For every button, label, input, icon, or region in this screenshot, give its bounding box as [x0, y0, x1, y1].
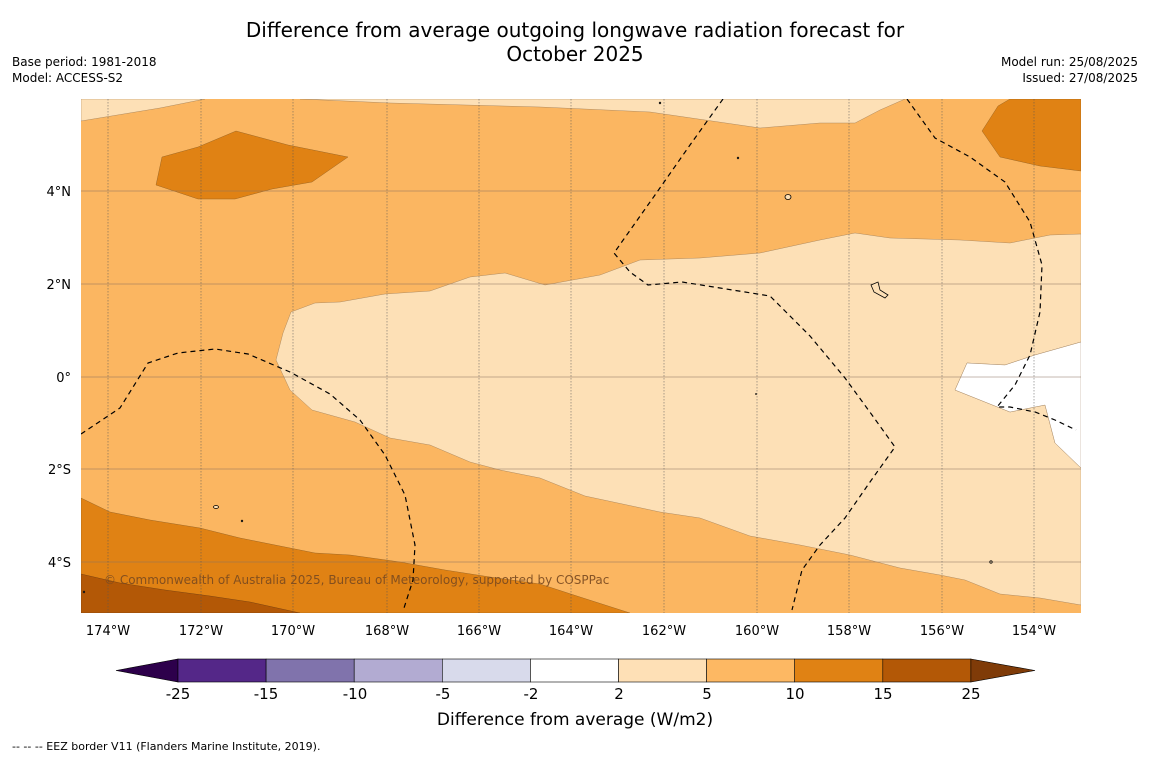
cb-label-10: 10: [785, 685, 804, 703]
colorbar-segment-9: [882, 658, 972, 683]
islands: [82, 101, 993, 594]
lon-label-168w: 168°W: [365, 624, 409, 639]
graticule: [81, 99, 1081, 613]
meta-left: Base period: 1981-2018 Model: ACCESS-S2: [12, 54, 157, 86]
colorbar-segment-7: [706, 658, 795, 683]
region-10-15-ne: [981, 99, 1081, 172]
base-period: Base period: 1981-2018: [12, 55, 157, 69]
eez-borders: [81, 99, 1077, 611]
lon-label-172w: 172°W: [179, 624, 223, 639]
cb-label-15: 15: [873, 685, 892, 703]
model-name: Model: ACCESS-S2: [12, 71, 124, 85]
lon-label-174w: 174°W: [86, 624, 130, 639]
chart-title: Difference from average outgoing longwav…: [0, 18, 1150, 66]
lon-labels: 174°W 172°W 170°W 168°W 166°W 164°W 162°…: [86, 624, 1056, 639]
lat-label-4s: 4°S: [48, 556, 71, 571]
colorbar-segment-6: [618, 658, 707, 683]
colorbar-labels: -25 -15 -10 -5 -2 2 5 10 15 25: [166, 685, 981, 703]
meta-right: Model run: 25/08/2025 Issued: 27/08/2025: [1001, 54, 1138, 86]
lon-label-164w: 164°W: [549, 624, 593, 639]
cb-label-m25: -25: [166, 685, 191, 703]
cb-label-m15: -15: [254, 685, 279, 703]
colorbar-extend-low: [115, 658, 179, 683]
title-line-1: Difference from average outgoing longwav…: [245, 18, 905, 42]
lon-label-156w: 156°W: [920, 624, 964, 639]
lat-label-2n: 2°N: [47, 278, 72, 293]
title-line-2: October 2025: [506, 42, 644, 66]
lat-label-4n: 4°N: [47, 185, 72, 200]
map-copyright: © Commonwealth of Australia 2025, Bureau…: [104, 573, 609, 587]
lon-label-166w: 166°W: [457, 624, 501, 639]
model-run: Model run: 25/08/2025: [1000, 55, 1138, 69]
region-10-15-nw: [155, 130, 349, 200]
cb-label-25: 25: [961, 685, 980, 703]
region-2-5-topright: [299, 99, 906, 129]
lon-label-162w: 162°W: [642, 624, 686, 639]
lat-label-2s: 2°S: [48, 463, 71, 478]
lon-label-170w: 170°W: [271, 624, 315, 639]
colorbar-segment-3: [353, 658, 443, 683]
colorbar-segment-5: [530, 658, 619, 683]
lat-label-0: 0°: [56, 371, 71, 386]
cb-label-m10: -10: [343, 685, 368, 703]
region-2-5-top: [81, 99, 206, 122]
cb-label-2: 2: [614, 685, 624, 703]
lon-label-158w: 158°W: [827, 624, 871, 639]
colorbar-segment-1: [177, 658, 267, 683]
colorbar-extend-high: [970, 658, 1036, 683]
region-neutral: [954, 341, 1081, 469]
lat-labels: 4°N 2°N 0° 2°S 4°S: [47, 185, 72, 571]
colorbar-segment-8: [794, 658, 884, 683]
colorbar-segment-4: [441, 658, 531, 683]
colorbar: [115, 658, 1036, 683]
colorbar-segment-2: [265, 658, 355, 683]
cb-label-m5: -5: [436, 685, 451, 703]
colorbar-title: Difference from average (W/m2): [436, 710, 714, 730]
eez-legend-note: -- -- -- EEZ border V11 (Flanders Marine…: [12, 740, 321, 753]
issued-date: Issued: 27/08/2025: [1022, 71, 1138, 85]
region-10-15-sw: [81, 497, 631, 613]
lon-label-160w: 160°W: [735, 624, 779, 639]
map-area: [81, 99, 1081, 613]
lon-label-154w: 154°W: [1012, 624, 1056, 639]
cb-label-m2: -2: [524, 685, 539, 703]
cb-label-5: 5: [702, 685, 712, 703]
region-15-25-sw: [81, 573, 301, 613]
